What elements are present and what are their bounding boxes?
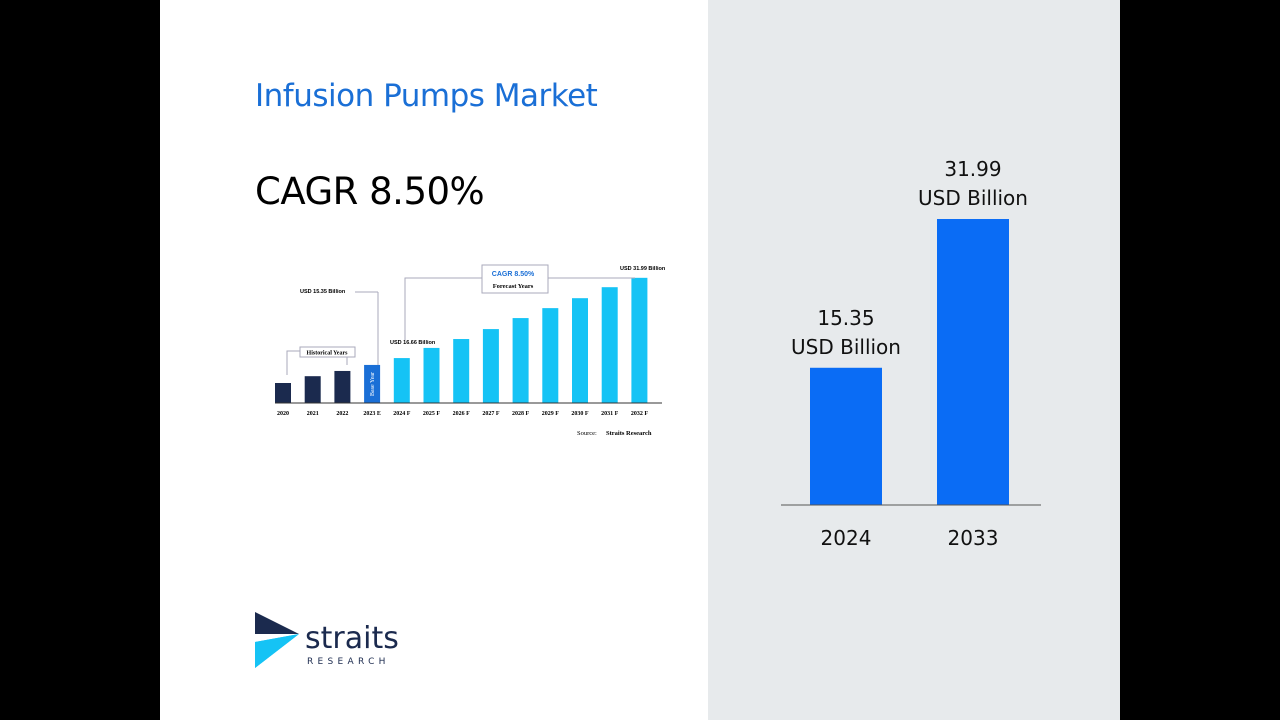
x-tick-label: 2032 F xyxy=(631,411,649,417)
bar-2026-F xyxy=(453,339,470,403)
x-tick-label: 2025 F xyxy=(423,411,441,417)
bar-2025-F xyxy=(423,347,440,403)
annotation-line xyxy=(404,277,635,340)
bar-2021 xyxy=(304,376,321,403)
x-tick-label: 2026 F xyxy=(453,411,471,417)
x-tick-label: 2027 F xyxy=(482,411,500,417)
x-tick-label: 2022 xyxy=(336,411,348,417)
svg-text:straits: straits xyxy=(305,621,399,656)
bar-2027-F xyxy=(482,329,499,403)
svg-text:RESEARCH: RESEARCH xyxy=(307,657,390,667)
x-tick-label: 2021 xyxy=(307,411,319,417)
bar-2029-F xyxy=(542,308,559,403)
right-panel: 15.35 USD Billion 2024 31.99 USD Billion 2033 xyxy=(708,0,1120,720)
bar-2020 xyxy=(275,383,291,403)
summary-chart xyxy=(781,219,1041,506)
x-tick-label: 2023 E xyxy=(363,411,381,417)
value-label: 15.35 USD Billion xyxy=(791,305,901,359)
start-value-label: USD 15.35 Billion xyxy=(300,289,346,295)
annotation-line xyxy=(355,291,379,365)
forecast-label: Forecast Years xyxy=(493,283,534,290)
bar-2028-F xyxy=(512,318,529,403)
page-title: Infusion Pumps Market xyxy=(255,78,598,114)
left-panel: Infusion Pumps Market CAGR 8.50% Histori… xyxy=(160,0,708,720)
cagr-heading: CAGR 8.50% xyxy=(255,170,485,213)
historical-label: Historical Years xyxy=(307,351,349,357)
x-tick-label: 2031 F xyxy=(601,411,619,417)
bar-2030-F xyxy=(572,298,588,403)
straits-logo: straits RESEARCH xyxy=(255,612,405,675)
bar-2024-F xyxy=(393,358,410,403)
x-tick-label: 2030 F xyxy=(571,411,589,417)
bar-2031-F xyxy=(601,287,618,403)
source-label: Source: xyxy=(577,430,597,437)
x-tick-label: 2020 xyxy=(277,411,289,417)
x-tick-label: 2024 F xyxy=(393,411,411,417)
base-year-label: Base Year xyxy=(370,372,376,396)
bar-2023-E xyxy=(364,364,381,403)
market-forecast-chart: Historical Years CAGR 8.50% Forecast Yea… xyxy=(275,264,666,437)
cagr-annotation: CAGR 8.50% xyxy=(492,271,535,278)
forecast-start-label: USD 16.66 Billion xyxy=(390,340,436,346)
source-name: Straits Research xyxy=(606,430,652,437)
bar-2032-F xyxy=(631,277,648,403)
bar-2033 xyxy=(937,219,1009,505)
x-tick-label: 2033 xyxy=(947,526,999,550)
bar-2024 xyxy=(810,367,882,505)
x-tick-label: 2028 F xyxy=(512,411,530,417)
x-tick-label: 2024 xyxy=(820,526,872,550)
value-label: 31.99 USD Billion xyxy=(918,157,1028,210)
end-value-label: USD 31.99 Billion xyxy=(620,266,666,272)
x-tick-label: 2029 F xyxy=(542,411,560,417)
bar-2022 xyxy=(334,370,351,403)
